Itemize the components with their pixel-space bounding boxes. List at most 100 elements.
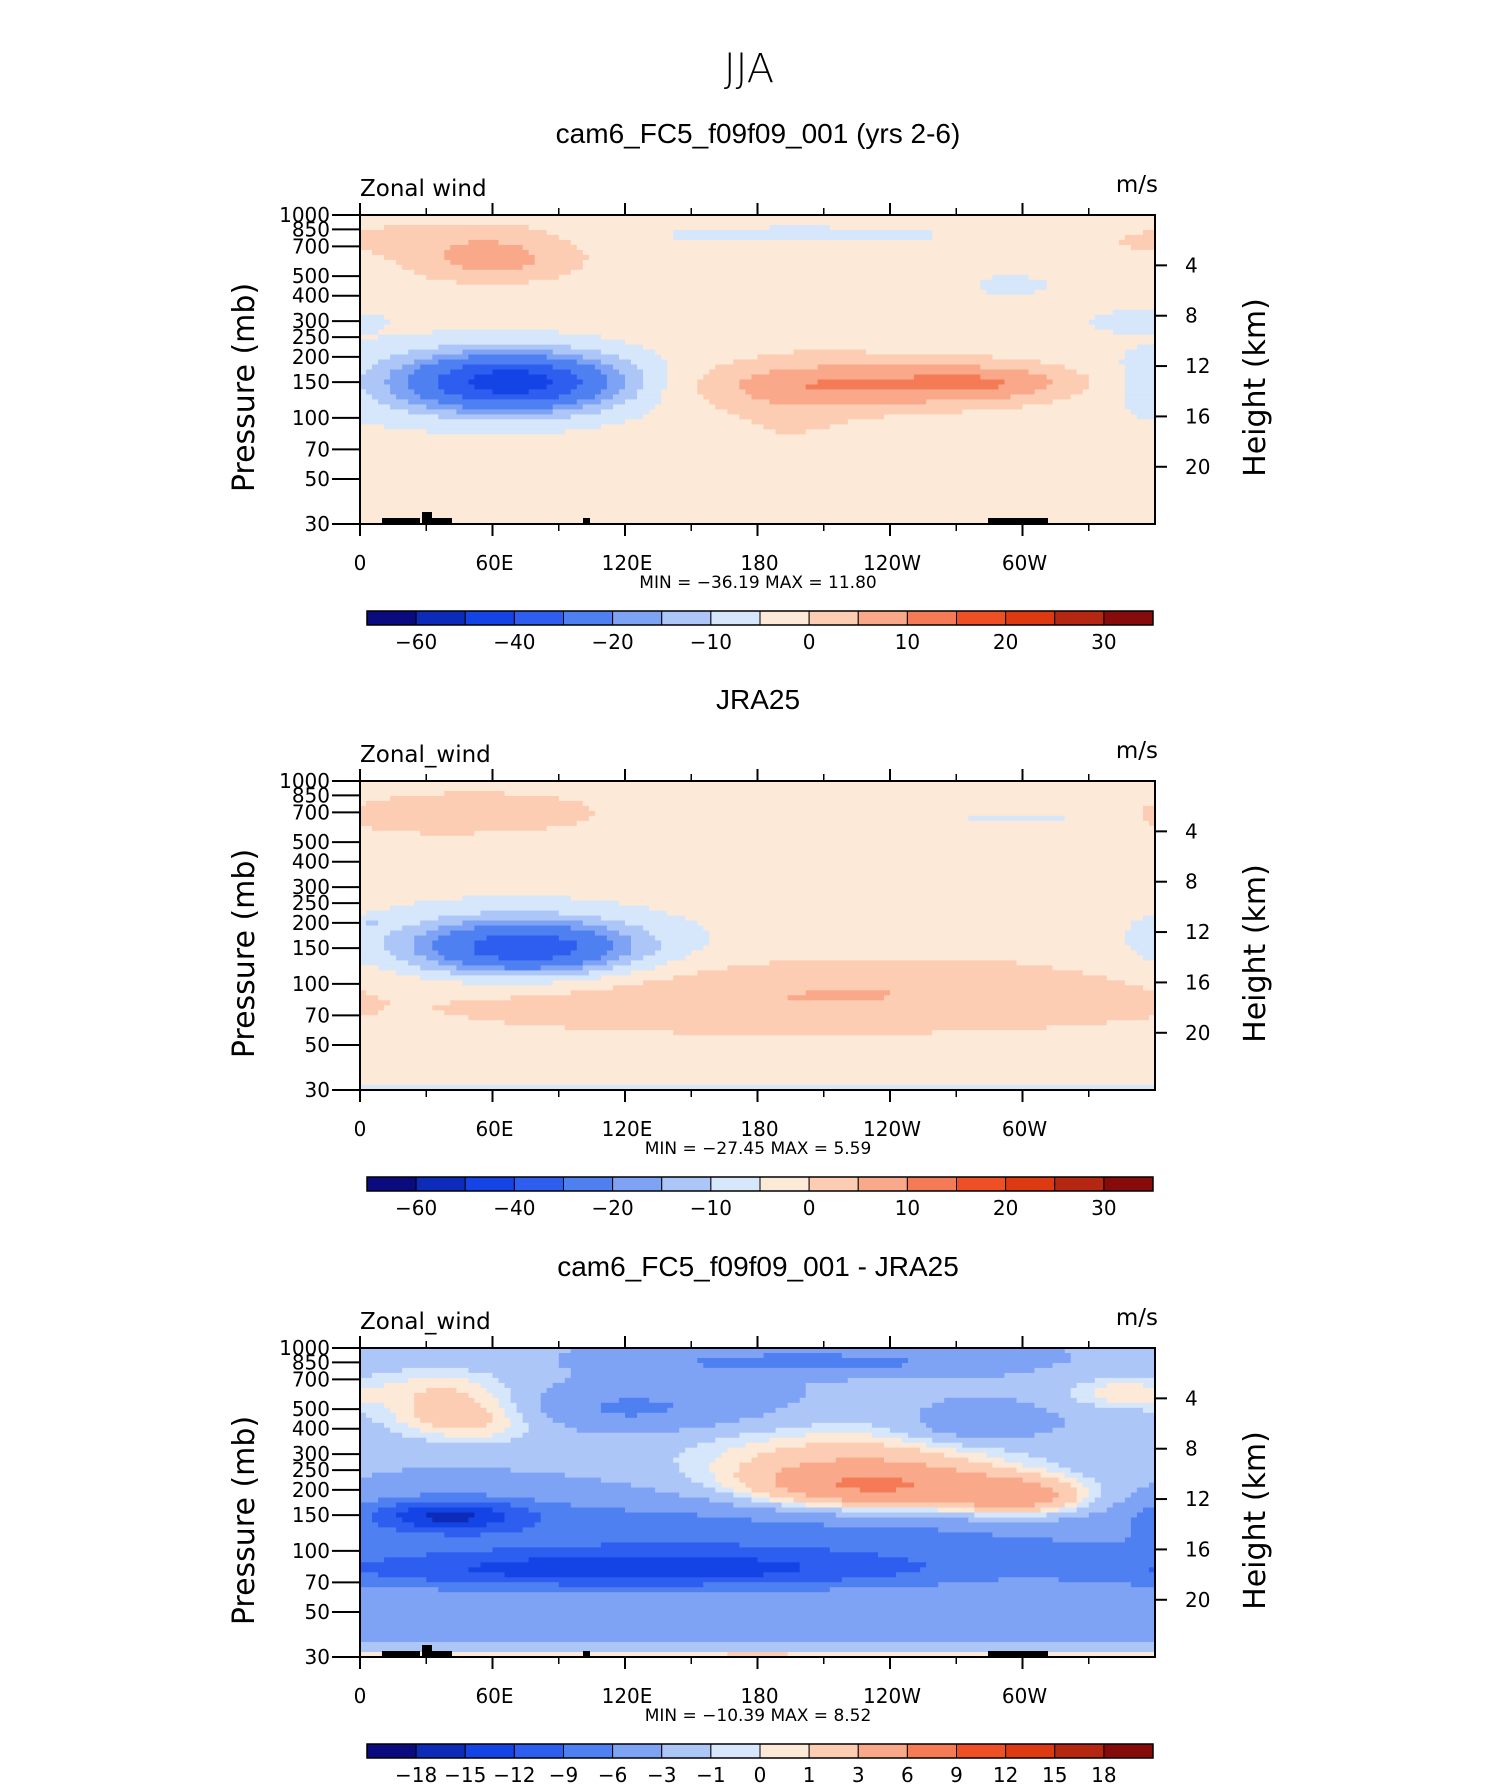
contour-cell: [1124, 399, 1155, 405]
contour-cell: [438, 384, 475, 391]
contour-cell: [390, 384, 409, 391]
contour-cell: [582, 249, 1155, 256]
contour-cell: [360, 279, 457, 286]
y-right-tick-label: 4: [1185, 253, 1198, 277]
contour-cell: [570, 1372, 1005, 1379]
y-axis-label-right: Height (km): [1238, 298, 1273, 477]
contour-cell: [360, 995, 379, 1001]
contour-cell: [709, 935, 1126, 942]
contour-cell: [384, 324, 1096, 331]
colorbar-label: 3: [852, 1763, 865, 1784]
contour-cell: [390, 389, 415, 395]
contour-cell: [360, 234, 560, 241]
contour-cell: [709, 930, 1126, 937]
contour-cell: [1130, 1492, 1155, 1499]
contour-cell: [667, 374, 704, 381]
contour-cell: [667, 359, 735, 366]
contour-cell: [1028, 1452, 1155, 1459]
contour-cell: [1058, 1517, 1132, 1524]
colorbar-swatch: [857, 1176, 908, 1192]
contour-cell: [360, 1542, 602, 1548]
contour-cell: [384, 1402, 415, 1409]
contour-cell: [492, 1412, 506, 1419]
contour-cell: [360, 464, 1155, 470]
contour-cell: [1034, 1367, 1155, 1374]
colorbar-label: −18: [395, 1763, 437, 1784]
contour-cell: [498, 1377, 566, 1384]
colorbar-swatch: [1103, 1176, 1154, 1192]
contour-cell: [643, 414, 741, 420]
contour-cell: [402, 1517, 433, 1524]
contour-cell: [390, 950, 415, 957]
contour-cell: [384, 1382, 482, 1389]
y-tick-label: 70: [305, 1003, 330, 1027]
contour-cell: [456, 409, 554, 415]
contour-cell: [456, 965, 506, 971]
contour-cell: [426, 1577, 843, 1583]
contour-cell: [414, 935, 439, 942]
contour-cell: [1106, 1397, 1155, 1404]
contour-cell: [408, 409, 457, 415]
contour-cell: [360, 950, 391, 957]
contour-cell: [890, 990, 1155, 996]
contour-cell: [504, 1572, 765, 1578]
contour-cell: [492, 1392, 512, 1399]
contour-cell: [474, 950, 572, 957]
contour-cell: [775, 1482, 837, 1489]
contour-cell: [360, 429, 427, 435]
x-tick-label: 60W: [1002, 1684, 1047, 1708]
colorbar-label: 20: [993, 1196, 1018, 1220]
contour-cell: [360, 349, 409, 356]
contour-cell: [390, 930, 427, 937]
contour-cell: [366, 389, 391, 395]
contour-cell: [360, 424, 385, 430]
contour-cell: [600, 1542, 740, 1548]
contour-cell: [1028, 274, 1155, 281]
contour-cell: [360, 329, 379, 336]
contour-cell: [667, 1407, 777, 1414]
contour-cell: [360, 870, 1155, 877]
y-tick-label: 850: [292, 783, 330, 807]
contour-cell: [926, 1562, 1155, 1568]
contour-cell: [414, 359, 439, 366]
contour-cell: [360, 1025, 566, 1031]
colorbar-label: −60: [395, 1196, 437, 1220]
contour-cell: [360, 1482, 632, 1489]
contour-cell: [360, 880, 1155, 887]
contour-cell: [378, 1497, 536, 1504]
contour-cell: [504, 1512, 542, 1519]
figure-title: JJA: [724, 46, 774, 92]
contour-cell: [402, 364, 421, 371]
contour-cell: [570, 389, 602, 395]
contour-cell: [360, 1348, 572, 1354]
contour-field: [360, 1348, 1155, 1657]
contour-cell: [366, 910, 481, 917]
contour-cell: [1022, 404, 1126, 410]
contour-cell: [739, 1432, 807, 1439]
contour-cell: [360, 1372, 373, 1379]
contour-cell: [769, 399, 927, 405]
contour-cell: [420, 975, 602, 981]
colorbar-label: 30: [1091, 630, 1116, 654]
contour-cell: [769, 225, 831, 231]
contour-cell: [1143, 230, 1155, 236]
colorbar-swatch: [415, 610, 466, 626]
contour-cell: [799, 1567, 921, 1573]
contour-cell: [372, 249, 445, 256]
y-tick-label: 70: [305, 437, 330, 461]
contour-cell: [360, 1427, 391, 1434]
contour-cell: [1082, 389, 1126, 395]
contour-cell: [1136, 414, 1155, 420]
contour-cell: [414, 1412, 494, 1419]
contour-cell: [408, 349, 463, 356]
contour-cell: [492, 1372, 572, 1379]
contour-cell: [558, 329, 1114, 336]
contour-cell: [1130, 925, 1155, 932]
contour-cell: [588, 254, 1155, 261]
contour-cell: [1046, 1512, 1090, 1519]
contour-cell: [444, 955, 500, 961]
contour-cell: [992, 274, 1030, 281]
contour-cell: [360, 800, 367, 807]
contour-cell: [468, 239, 500, 246]
contour-cell: [546, 1387, 807, 1394]
